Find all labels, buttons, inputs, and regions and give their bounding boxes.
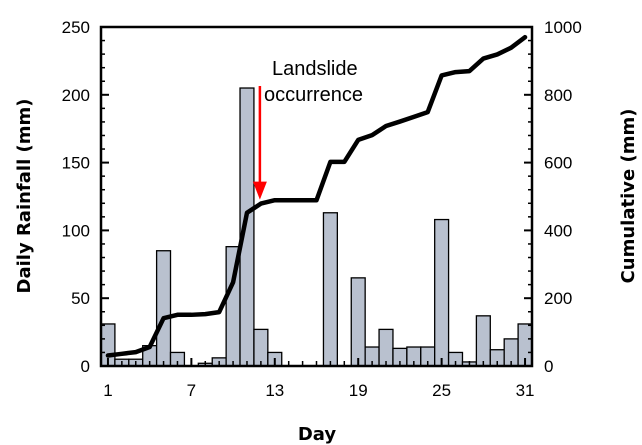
rainfall-bar-day-5 bbox=[155, 250, 172, 367]
y-right-tick-label: 400 bbox=[544, 221, 572, 240]
y-right-tick-label: 0 bbox=[544, 357, 553, 376]
annotation-text-line-2: occurrence bbox=[264, 84, 363, 106]
rainfall-bar-day-21 bbox=[378, 328, 394, 367]
rainfall-bar-day-17 bbox=[322, 212, 339, 367]
cumulative-line bbox=[105, 34, 528, 358]
y-right-tick-label: 200 bbox=[544, 289, 572, 308]
annotation-text-line-1: Landslide bbox=[272, 58, 358, 80]
rainfall-bar-day-19 bbox=[350, 277, 366, 367]
rainfall-bar-day-28 bbox=[475, 315, 491, 367]
ticks: 0 50 100 150 200 250 0 200 400 600 800 1000 1 7 13 19 25… bbox=[62, 18, 582, 400]
x-axis-title: Day bbox=[298, 424, 337, 445]
x-tick-label: 7 bbox=[187, 381, 196, 400]
x-tick-label: 19 bbox=[349, 381, 368, 400]
rainfall-bar-day-12 bbox=[253, 328, 269, 367]
y-left-tick-label: 150 bbox=[62, 154, 90, 173]
x-tick-label: 25 bbox=[432, 381, 451, 400]
y-left-tick-label: 200 bbox=[62, 86, 90, 105]
cumulative-series bbox=[105, 34, 528, 358]
x-tick-label: 13 bbox=[265, 381, 284, 400]
y-right-tick-label: 1000 bbox=[544, 18, 582, 37]
y-right-tick-label: 600 bbox=[544, 154, 572, 173]
x-tick-label: 31 bbox=[516, 381, 535, 400]
y-left-tick-label: 0 bbox=[81, 357, 90, 376]
bar-series bbox=[100, 87, 533, 367]
y-right-axis-title: Cumulative (mm) bbox=[618, 109, 639, 284]
landslide-annotation: Landslide occurrence bbox=[252, 58, 363, 200]
y-left-axis-title: Daily Rainfall (mm) bbox=[14, 99, 35, 294]
y-left-tick-label: 100 bbox=[62, 221, 90, 240]
y-right-tick-label: 800 bbox=[544, 86, 572, 105]
rainfall-bar-day-25 bbox=[434, 218, 450, 367]
x-tick-label: 1 bbox=[103, 381, 112, 400]
y-left-tick-label: 50 bbox=[71, 289, 90, 308]
y-left-tick-label: 250 bbox=[62, 18, 90, 37]
arrow-head bbox=[252, 181, 267, 200]
